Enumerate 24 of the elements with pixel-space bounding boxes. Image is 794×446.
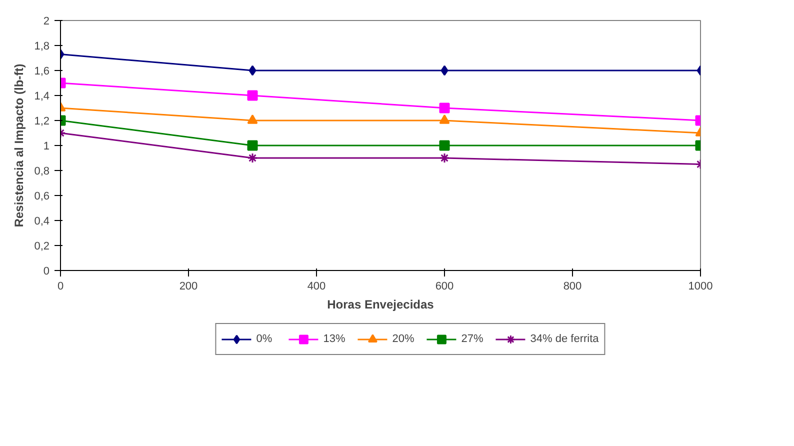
y-tick-label: 0,2 [34,240,50,252]
y-tick-label: 0,6 [34,190,50,202]
legend-label: 13% [323,333,346,345]
x-tick-label: 200 [179,280,198,292]
y-tick-label: 1 [43,140,50,152]
y-tick-label: 1,8 [34,40,50,52]
x-tick-label: 1000 [688,280,713,292]
x-axis-title: Horas Envejecidas [327,298,434,312]
y-tick-label: 0 [43,266,50,278]
x-tick-label: 400 [307,280,326,292]
y-axis-title: Resistencia al Impacto (lb-ft) [12,64,26,228]
x-tick-label: 800 [563,280,582,292]
y-tick-label: 0,8 [34,166,50,178]
y-tick-label: 1,2 [34,116,50,128]
legend-label: 27% [461,333,484,345]
legend-label: 20% [392,333,414,345]
y-tick-label: 0,4 [34,216,50,228]
y-tick-label: 1,6 [34,66,50,78]
x-tick-label: 600 [435,280,454,292]
legend-label: 0% [256,333,274,345]
y-tick-label: 1,4 [34,90,50,102]
x-tick-label: 0 [57,280,64,292]
legend-label: 34% de ferrita [530,333,599,345]
y-tick-label: 2 [43,16,50,28]
